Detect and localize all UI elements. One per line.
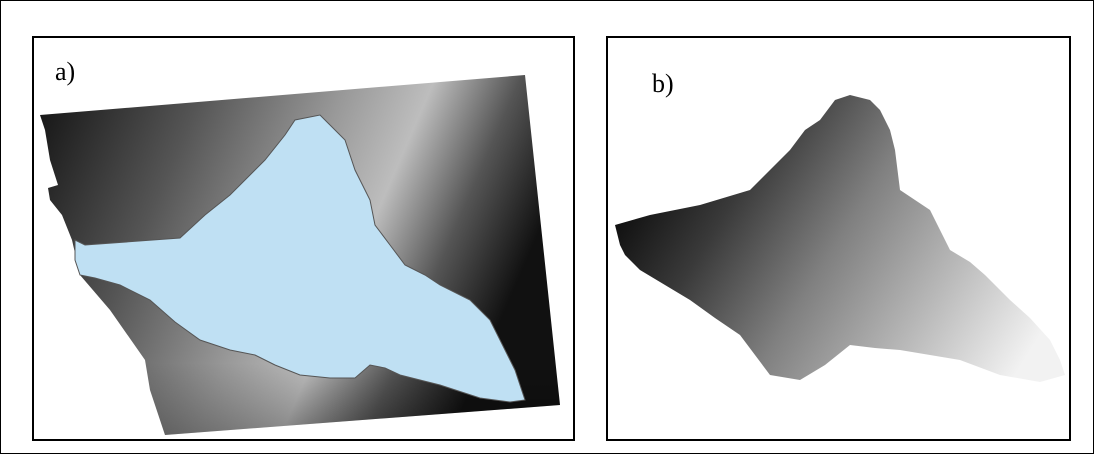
page: a) b) (() => { const data = JSON.parse(d…: [0, 0, 1094, 454]
panel-label: b): [652, 69, 674, 98]
figure: a) b): [0, 0, 1094, 454]
panel-label: a): [55, 57, 75, 86]
